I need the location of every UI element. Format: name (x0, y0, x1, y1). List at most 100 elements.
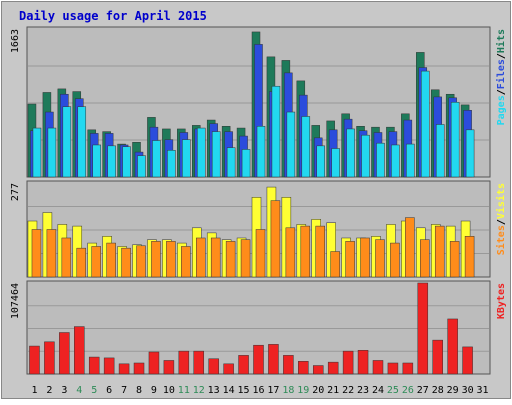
bar-sites-day-16 (255, 229, 266, 278)
x-tick-label-day-7: 7 (121, 385, 127, 396)
x-tick-label-day-14: 14 (223, 385, 235, 396)
panel-max-label: 277 (10, 183, 21, 201)
bar-kbytes-day-29 (447, 318, 458, 375)
bar-pages-day-6 (107, 145, 116, 178)
bar-pages-day-4 (77, 106, 87, 178)
bar-kbytes-day-6 (103, 357, 115, 375)
bar-pages-day-7 (122, 146, 131, 178)
x-tick-label-day-17: 17 (267, 385, 279, 396)
x-tick-label-day-9: 9 (151, 385, 157, 396)
bar-pages-day-12 (197, 127, 206, 178)
bar-sites-day-2 (46, 229, 57, 278)
x-tick-label-day-6: 6 (106, 385, 112, 396)
bar-pages-day-3 (62, 106, 72, 178)
bar-sites-day-27 (420, 239, 430, 278)
panel-legend: KBytes (496, 283, 507, 319)
x-tick-label-day-30: 30 (462, 385, 474, 396)
bar-sites-day-20 (315, 225, 325, 278)
bar-kbytes-day-4 (74, 326, 85, 375)
bar-kbytes-day-13 (208, 358, 219, 375)
x-tick-label-day-22: 22 (342, 385, 354, 396)
bar-kbytes-day-23 (357, 350, 369, 375)
x-tick-label-day-18: 18 (282, 385, 294, 396)
x-tick-label-day-4: 4 (76, 385, 82, 396)
panel-visits: 277 Sites/Visits (10, 180, 507, 278)
bar-kbytes-day-14 (223, 363, 234, 375)
chart-border-dark (1, 1, 511, 399)
series-sites (31, 200, 475, 278)
x-tick-label-day-26: 26 (402, 385, 414, 396)
bar-sites-day-14 (225, 241, 236, 278)
x-tick-label-day-20: 20 (312, 385, 324, 396)
bar-kbytes-day-11 (178, 350, 190, 375)
bar-sites-day-13 (210, 237, 221, 278)
x-tick-label-day-28: 28 (432, 385, 444, 396)
x-tick-label-day-1: 1 (31, 385, 37, 396)
bar-sites-day-18 (285, 227, 296, 278)
bar-kbytes-day-19 (298, 361, 309, 375)
bar-sites-day-26 (405, 217, 415, 278)
bar-pages-day-5 (92, 144, 101, 178)
bar-sites-day-22 (345, 241, 355, 278)
bar-kbytes-day-25 (387, 362, 399, 375)
bar-sites-day-11 (181, 246, 191, 278)
bar-pages-day-24 (376, 142, 385, 178)
bar-sites-day-23 (360, 237, 370, 278)
bar-pages-day-14 (226, 147, 236, 178)
x-tick-label-day-5: 5 (91, 385, 97, 396)
bar-sites-day-21 (330, 251, 340, 278)
bar-kbytes-day-27 (417, 282, 429, 375)
bar-pages-day-29 (450, 101, 460, 178)
bar-sites-day-3 (61, 237, 72, 278)
bar-sites-day-8 (136, 245, 146, 278)
bar-pages-day-18 (286, 111, 296, 178)
chart-title: Daily usage for April 2015 (19, 9, 207, 23)
x-tick-label-day-8: 8 (136, 385, 142, 396)
bar-sites-day-17 (270, 200, 281, 278)
x-tick-label-day-29: 29 (447, 385, 459, 396)
x-tick-label-day-23: 23 (357, 385, 369, 396)
bar-sites-day-7 (121, 247, 131, 278)
bar-pages-day-10 (167, 150, 176, 178)
bar-sites-day-5 (91, 246, 101, 278)
bar-pages-day-20 (316, 145, 325, 178)
bar-pages-day-26 (406, 143, 415, 178)
bar-pages-day-15 (241, 149, 251, 178)
series-pages (32, 70, 475, 178)
bar-kbytes-day-30 (462, 346, 473, 375)
x-tick-label-day-12: 12 (193, 385, 205, 396)
panel-max-label: 1663 (10, 29, 21, 53)
bar-kbytes-day-3 (59, 332, 70, 375)
bar-pages-day-17 (271, 85, 281, 178)
bar-kbytes-day-24 (372, 360, 384, 375)
bar-kbytes-day-21 (327, 361, 339, 375)
bar-sites-day-15 (240, 239, 251, 278)
x-tick-label-day-11: 11 (178, 385, 190, 396)
legend-kbytes: KBytes (496, 283, 507, 319)
bar-sites-day-30 (464, 236, 475, 278)
bar-pages-day-23 (361, 134, 370, 178)
bar-pages-day-9 (152, 140, 161, 178)
panel-legend: Sites/Visits (495, 183, 507, 255)
bar-sites-day-4 (76, 247, 87, 278)
bar-pages-day-13 (211, 131, 221, 178)
bar-sites-day-12 (196, 237, 206, 278)
legend-separator: / (496, 219, 507, 225)
bar-sites-day-24 (375, 239, 385, 278)
panel-max-label: 107464 (10, 283, 21, 319)
bar-sites-day-10 (166, 241, 176, 278)
x-tick-label-day-24: 24 (372, 385, 384, 396)
bar-pages-day-30 (465, 129, 475, 178)
x-tick-label-day-31: 31 (477, 385, 489, 396)
bar-pages-day-21 (331, 148, 340, 178)
bar-kbytes-day-20 (312, 365, 324, 375)
x-tick-label-day-2: 2 (46, 385, 52, 396)
x-tick-label-day-13: 13 (208, 385, 220, 396)
bar-kbytes-day-17 (268, 344, 279, 375)
legend-visits: Visits (495, 183, 507, 219)
bar-kbytes-day-22 (342, 350, 354, 375)
bar-kbytes-day-18 (283, 355, 294, 375)
